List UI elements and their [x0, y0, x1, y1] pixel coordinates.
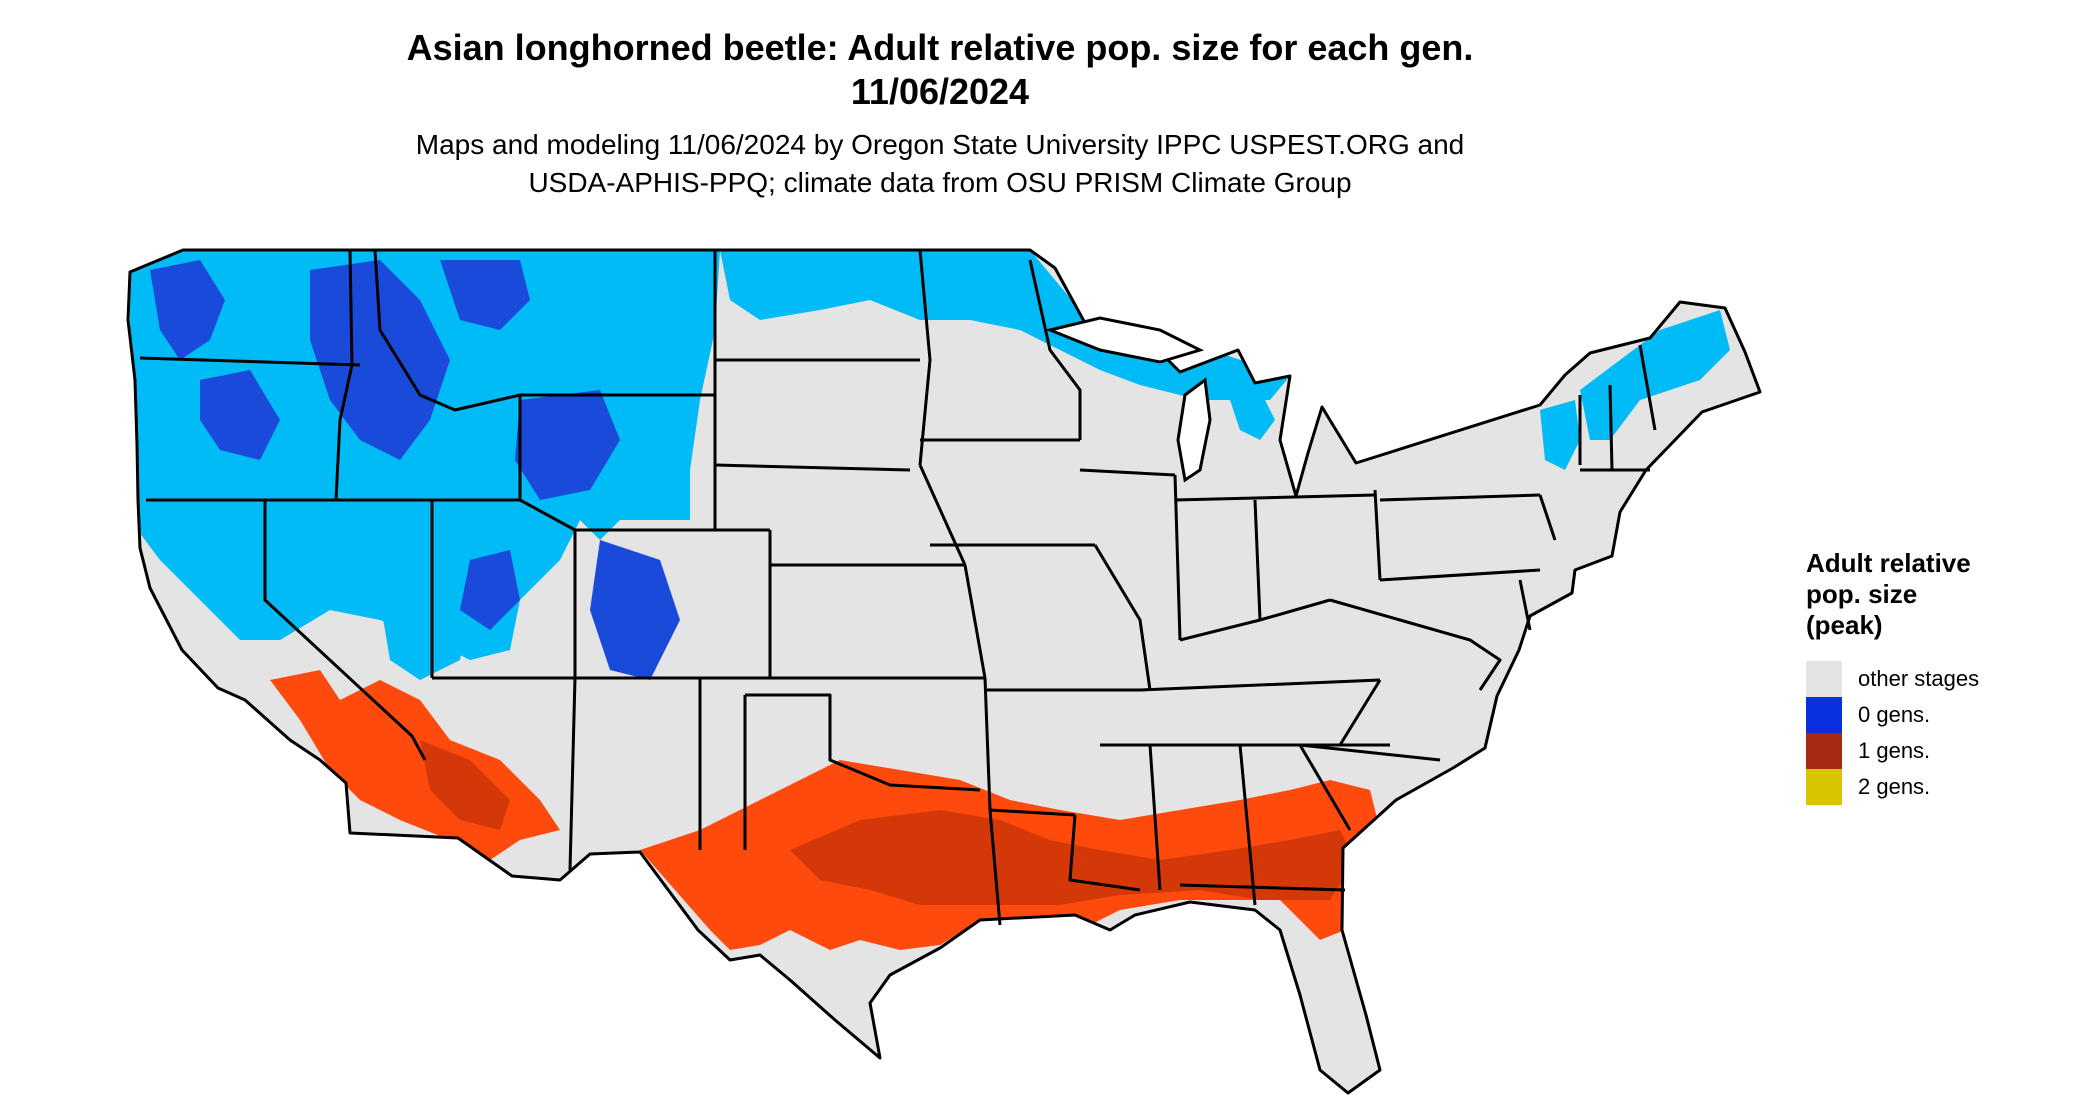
border-ok-ar: [983, 677, 992, 811]
border-ne-ia: [918, 464, 967, 566]
border-ny-nj: [1538, 494, 1557, 541]
region-0-gens-light-ny: [1540, 400, 1580, 470]
legend-title-line: Adult relative: [1806, 548, 1971, 578]
legend-label: 2 gens.: [1858, 774, 1931, 799]
map-date: 11/06/2024: [850, 71, 1030, 112]
legend-swatch: [1806, 697, 1842, 733]
border-nc-sc: [1299, 743, 1441, 762]
region-0-gens-light-upper-midwest: [720, 250, 1290, 400]
border-nh-me: [1638, 344, 1657, 431]
region-0-gens-dark-co: [590, 540, 680, 680]
legend-title-line: (peak): [1806, 610, 1883, 640]
legend-swatch: [1806, 661, 1842, 697]
border-ms-al: [1148, 744, 1162, 891]
border-wa-id: [348, 249, 354, 366]
legend-item-0-gens: 0 gens.: [1806, 697, 2086, 733]
border-il-in: [1173, 474, 1182, 641]
border-tx-la: [988, 809, 1002, 926]
border-in-oh: [1253, 499, 1262, 621]
border-az-nm: [568, 677, 577, 871]
region-0-gens-dark-or: [200, 370, 280, 460]
border-vt-nh: [1608, 384, 1614, 471]
border-ky-oh-wv: [1179, 598, 1331, 642]
region-0-gens-dark-ut: [460, 550, 520, 630]
border-ks-mo: [963, 564, 987, 679]
legend-item-2-gens: 2 gens.: [1806, 769, 2086, 805]
border-la-ms: [1068, 814, 1141, 892]
credits-line-2: USDA-APHIS-PPQ; climate data from OSU PR…: [528, 167, 1352, 198]
legend-title-line: pop. size: [1806, 579, 1918, 609]
border-ca-nv: [263, 500, 427, 761]
border-pa-ny: [1379, 493, 1541, 502]
region-0-gens-light-north: [130, 250, 720, 660]
border-oh-pa: [1373, 489, 1382, 581]
region-0-gens-light-mi: [1230, 390, 1275, 440]
legend: Adult relative pop. size (peak) other st…: [1806, 548, 2086, 805]
border-wi-il: [1079, 468, 1176, 477]
model-regions: [130, 250, 1730, 950]
region-0-gens-light-ut: [380, 560, 470, 680]
legend-swatch: [1806, 733, 1842, 769]
border-ar-la: [989, 808, 1076, 817]
border-md-de: [1518, 579, 1532, 631]
region-0-gens-dark-id: [310, 260, 450, 460]
legend-item-1-gens: 1 gens.: [1806, 733, 2086, 769]
border-il-mo: [1093, 544, 1152, 691]
border-sc-ga: [1298, 744, 1352, 831]
border-al-ga: [1238, 744, 1257, 906]
border-wa-or: [139, 356, 361, 367]
region-0-gens-dark-cascades: [150, 260, 225, 360]
legend-title: Adult relative pop. size (peak): [1806, 548, 2086, 641]
legend-items: other stages 0 gens. 1 gens. 2 gens.: [1806, 661, 2086, 805]
region-1-gens-az-dark: [420, 740, 510, 830]
border-nd-mn: [918, 249, 932, 466]
legend-label: 0 gens.: [1858, 702, 1931, 727]
border-ok-tx: [745, 693, 981, 792]
region-0-gens-dark-mt: [440, 260, 530, 330]
legend-item-other-stages: other stages: [1806, 661, 2086, 697]
map-title: Asian longhorned beetle: Adult relative …: [406, 27, 1474, 68]
border-sd-ne: [714, 463, 911, 472]
border-id-mt: [373, 249, 521, 412]
border-mn-wi: [1028, 259, 1082, 440]
lake-superior: [1045, 316, 1205, 364]
us-outline: [126, 248, 1762, 1095]
border-nm-tx: [698, 678, 747, 850]
great-lakes: [1045, 316, 1212, 483]
border-mi-in-oh: [1174, 493, 1376, 502]
legend-swatch: [1806, 769, 1842, 805]
border-pa-south: [1379, 568, 1541, 582]
state-borders: [126, 248, 1762, 1095]
legend-label: 1 gens.: [1858, 738, 1931, 763]
border-va-wv: [1329, 598, 1502, 691]
border-ky-tn: [1139, 678, 1381, 692]
region-0-gens-light-ne: [1580, 310, 1730, 440]
lake-michigan: [1176, 377, 1212, 483]
border-or-id: [334, 364, 354, 501]
credits-line-1: Maps and modeling 11/06/2024 by Oregon S…: [415, 129, 1465, 160]
border-tn-nc: [1338, 679, 1382, 746]
legend-label: other stages: [1858, 666, 1980, 691]
border-ga-fl: [1179, 883, 1346, 892]
region-0-gens-dark-wy: [515, 390, 620, 500]
